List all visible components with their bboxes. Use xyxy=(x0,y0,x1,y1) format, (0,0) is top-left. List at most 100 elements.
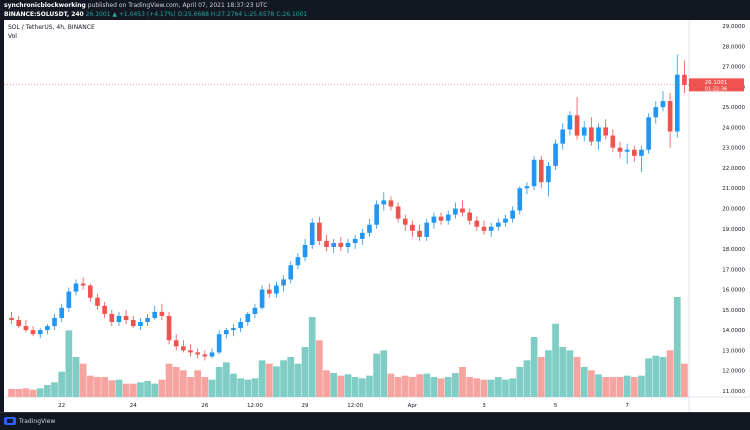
candle-body xyxy=(617,147,623,152)
candle-body xyxy=(223,330,229,335)
candle xyxy=(553,139,558,170)
candle-body xyxy=(238,322,243,329)
candle xyxy=(546,161,551,197)
candle-body xyxy=(37,330,43,335)
volume-bar xyxy=(630,377,638,397)
y-tick-label: 16.0000 xyxy=(722,288,745,294)
author-name[interactable]: synchronicblockworking xyxy=(4,2,86,9)
candle-body xyxy=(374,204,379,225)
candle-body xyxy=(567,115,573,130)
candle xyxy=(589,117,594,146)
volume-bar xyxy=(523,360,531,397)
volume-bar xyxy=(530,337,538,397)
candle xyxy=(660,90,666,112)
candle-body xyxy=(52,317,57,327)
volume-bar xyxy=(86,375,94,397)
y-tick-label: 24.0000 xyxy=(722,125,745,131)
volume-bar xyxy=(473,378,481,397)
candle xyxy=(73,279,79,296)
candle-body xyxy=(202,354,208,357)
x-tick-label: 12:00 xyxy=(247,403,263,409)
candle xyxy=(231,324,236,337)
y-tick-label: 13.0000 xyxy=(722,348,745,354)
candle-body xyxy=(495,222,501,227)
chart-area[interactable]: 11.0000 12.0000 13.0000 14.0000 15.0000 16.00… xyxy=(4,20,750,412)
candle-body xyxy=(424,222,430,237)
volume-bar xyxy=(344,374,352,397)
candle xyxy=(317,216,322,245)
candle-body xyxy=(281,279,286,286)
candle xyxy=(295,253,301,270)
candle-body xyxy=(59,307,65,318)
candle-body xyxy=(460,208,465,213)
volume-bar xyxy=(29,389,37,397)
plot-background xyxy=(4,20,689,412)
candle-body xyxy=(503,218,508,223)
volume-bar xyxy=(108,380,116,397)
volume-bar xyxy=(681,363,688,397)
candle-body xyxy=(646,117,651,150)
candle xyxy=(424,218,430,241)
volume-bar xyxy=(652,355,660,397)
candle-body xyxy=(302,244,308,258)
candlestick-chart[interactable]: 11.0000 12.0000 13.0000 14.0000 15.0000 16.00… xyxy=(4,20,750,412)
brand-name: TradingView xyxy=(19,417,56,425)
last-price-box xyxy=(689,78,744,92)
candle-body xyxy=(116,315,122,323)
candle-body xyxy=(367,224,372,233)
candle xyxy=(596,123,601,150)
candle xyxy=(667,92,673,148)
candle xyxy=(266,283,272,298)
volume-bar xyxy=(22,388,30,397)
volume-bar xyxy=(366,375,373,397)
volume-bar xyxy=(79,363,87,397)
candle xyxy=(87,283,93,302)
y-tick-label: 25.0000 xyxy=(722,105,745,111)
tradingview-logo[interactable]: TradingView xyxy=(4,416,55,426)
candle-body xyxy=(181,346,186,351)
volume-bar xyxy=(437,378,445,397)
candle-body xyxy=(553,143,558,166)
candle-body xyxy=(123,315,129,320)
candle-body xyxy=(381,200,387,205)
volume-bar xyxy=(466,377,474,397)
volume-bar xyxy=(323,370,330,397)
candle-body xyxy=(166,315,172,341)
volume-bar xyxy=(301,347,309,397)
volume-bar xyxy=(187,377,194,397)
volume-bar xyxy=(502,379,509,397)
candle-body xyxy=(209,352,215,357)
candle-body xyxy=(531,159,537,187)
candle xyxy=(238,317,243,333)
volume-bar xyxy=(72,357,80,397)
volume-bar xyxy=(251,378,259,397)
candle xyxy=(80,277,86,290)
candle-body xyxy=(653,107,659,118)
candle xyxy=(495,218,501,231)
candle xyxy=(195,348,201,359)
volume-bar xyxy=(330,373,338,397)
y-tick-label: 21.0000 xyxy=(722,186,745,192)
candle-body xyxy=(188,350,193,353)
candle xyxy=(581,121,587,142)
volume-bar xyxy=(15,389,23,397)
candle xyxy=(302,238,308,262)
symbol-label: BINANCE:SOLUSDT, 240 xyxy=(4,11,84,18)
candle-body xyxy=(395,206,401,219)
candle xyxy=(438,212,444,225)
volume-bar xyxy=(44,385,51,397)
candle-body xyxy=(16,319,22,327)
candle xyxy=(59,303,65,323)
volume-bar xyxy=(638,375,645,397)
y-tick-label: 14.0000 xyxy=(722,328,745,334)
y-tick-label: 12.0000 xyxy=(722,369,745,375)
candle-body xyxy=(589,127,594,142)
candle xyxy=(245,311,251,327)
candle xyxy=(116,311,122,327)
candle-body xyxy=(581,127,587,136)
volume-bar xyxy=(94,377,101,397)
candle-body xyxy=(338,242,344,248)
candle-body xyxy=(102,305,107,314)
candle xyxy=(410,220,415,237)
volume-bar xyxy=(666,350,674,397)
